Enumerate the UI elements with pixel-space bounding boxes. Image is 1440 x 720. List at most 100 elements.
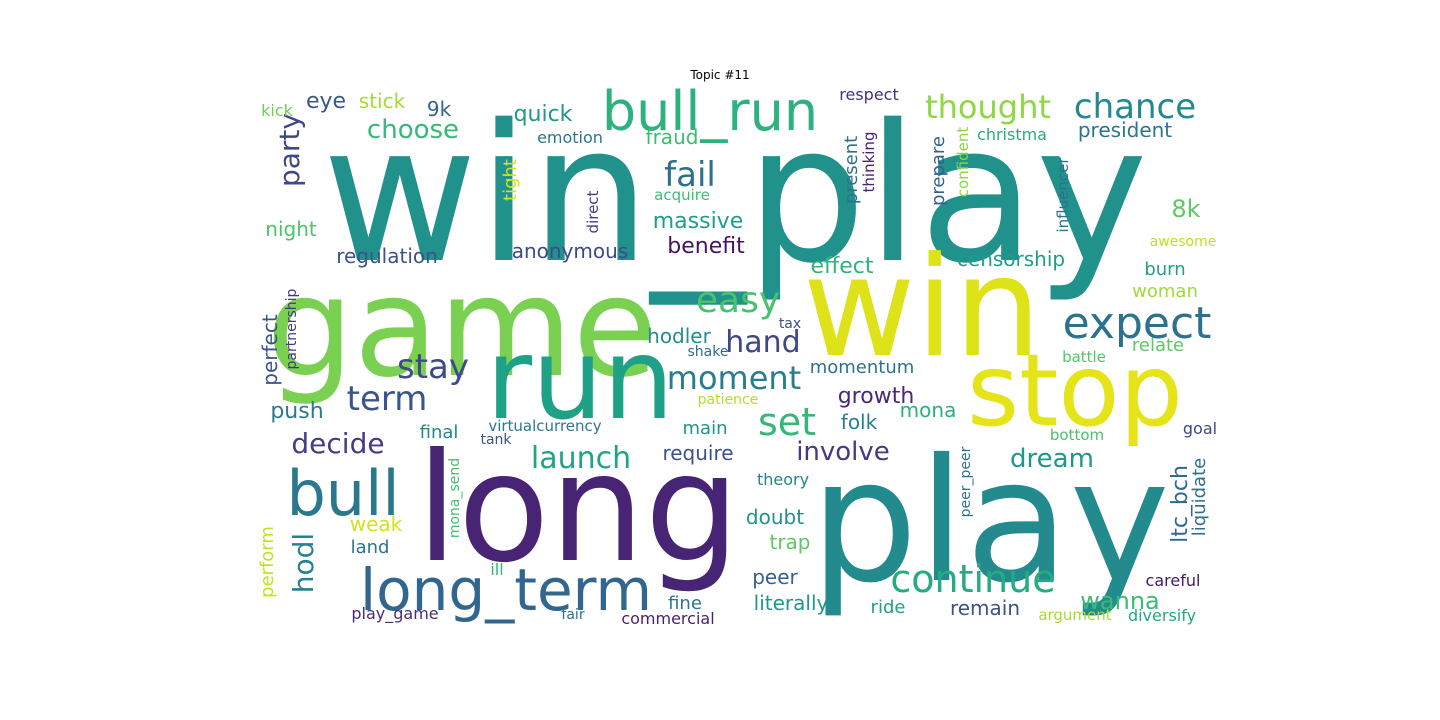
word-momentum: momentum xyxy=(810,357,915,378)
word-respect: respect xyxy=(839,85,898,104)
word-confident: confident xyxy=(954,127,972,198)
word-remain: remain xyxy=(950,596,1020,620)
word-ill: ill xyxy=(490,560,503,579)
word-term: term xyxy=(347,379,428,419)
word-commercial: commercial xyxy=(621,609,714,628)
word-chance: chance xyxy=(1074,87,1196,127)
word-diversify: diversify xyxy=(1128,606,1196,625)
word-launch: launch xyxy=(531,441,631,476)
word-eye: eye xyxy=(306,89,346,114)
word-influencer: influencer xyxy=(1054,157,1072,233)
word-continue: continue xyxy=(890,557,1055,601)
word-burn: burn xyxy=(1144,259,1185,280)
word-ltc-bch: ltc_bch xyxy=(1168,465,1193,543)
word-party: party xyxy=(273,113,306,187)
word-fine: fine xyxy=(668,593,702,614)
word-involve: involve xyxy=(796,437,890,467)
word-benefit: benefit xyxy=(667,234,745,259)
word-massive: massive xyxy=(653,209,744,234)
word-growth: growth xyxy=(838,384,915,409)
word-decide: decide xyxy=(291,427,384,460)
word-literally: literally xyxy=(754,591,829,615)
word-goal: goal xyxy=(1183,419,1217,438)
word-direct: direct xyxy=(584,190,602,233)
word-tank: tank xyxy=(480,432,512,448)
word-final: final xyxy=(420,422,459,443)
word-fail: fail xyxy=(664,155,716,195)
word-mona-send: mona_send xyxy=(447,458,463,538)
word-require: require xyxy=(662,441,733,465)
word-bottom: bottom xyxy=(1050,426,1104,444)
word-ride: ride xyxy=(871,597,906,618)
word-kick: kick xyxy=(261,101,294,120)
word-9k: 9k xyxy=(427,97,452,121)
word-acquire: acquire xyxy=(654,186,710,204)
word-peer-peer: peer_peer xyxy=(958,446,974,517)
word-partnership: partnership xyxy=(284,288,300,369)
word-tight: tight xyxy=(500,159,521,201)
word-relate: relate xyxy=(1132,335,1184,356)
word-8k: 8k xyxy=(1171,195,1200,223)
word-fraud: fraud xyxy=(646,125,699,149)
word-perfect: perfect xyxy=(258,314,282,386)
word-peer: peer xyxy=(752,565,798,589)
word-game: game xyxy=(266,247,658,408)
word-bull: bull xyxy=(286,457,399,530)
word-prepare: prepare xyxy=(928,136,949,206)
word-censorship: censorship xyxy=(957,247,1065,271)
word-woman: woman xyxy=(1132,281,1198,302)
word-play: play xyxy=(810,423,1170,621)
word-bull-run: bull_run xyxy=(602,80,818,143)
word-argument: argument xyxy=(1038,606,1111,624)
word-play-game: play_game xyxy=(351,604,438,624)
word-hodler: hodler xyxy=(647,324,711,348)
word-virtualcurrency: virtualcurrency xyxy=(488,417,601,435)
word-battle: battle xyxy=(1062,348,1106,366)
word-theory: theory xyxy=(757,470,809,489)
word-set: set xyxy=(758,400,816,444)
word-effect: effect xyxy=(811,254,874,279)
word-emotion: emotion xyxy=(537,128,603,147)
word-christma: christma xyxy=(977,125,1047,144)
word-hodl: hodl xyxy=(287,533,320,593)
word-moment: moment xyxy=(667,359,801,397)
word-folk: folk xyxy=(841,410,878,434)
word-shake: shake xyxy=(688,344,729,360)
word-main: main xyxy=(683,418,728,439)
word-choose: choose xyxy=(367,115,459,145)
word-patience: patience xyxy=(698,392,759,408)
word-long: long xyxy=(416,422,740,596)
word-expect: expect xyxy=(1063,298,1212,349)
word-wanna: wanna xyxy=(1080,587,1159,615)
word-easy: easy xyxy=(696,280,780,321)
word-present: present xyxy=(841,136,862,204)
word-win: win xyxy=(803,227,1042,388)
word-fair: fair xyxy=(561,607,584,623)
word-doubt: doubt xyxy=(746,505,804,529)
word-tax: tax xyxy=(779,316,801,332)
word-stick: stick xyxy=(359,89,406,113)
word-perform: perform xyxy=(257,526,278,598)
word-weak: weak xyxy=(350,512,403,536)
word-thought: thought xyxy=(925,88,1051,126)
word-trap: trap xyxy=(769,530,810,554)
word-mona: mona xyxy=(900,398,957,422)
word-thinking: thinking xyxy=(860,132,878,193)
word-awesome: awesome xyxy=(1150,234,1217,250)
word-hand: hand xyxy=(725,325,800,360)
word-long-term: long_term xyxy=(360,556,652,624)
word-stop: stop xyxy=(967,332,1183,449)
word-liquidate: liquidate xyxy=(1189,458,1210,536)
chart-title: Topic #11 xyxy=(690,68,750,82)
word-regulation: regulation xyxy=(336,244,438,268)
word-night: night xyxy=(265,217,317,241)
word-run: run xyxy=(486,315,674,445)
word-anonymous: anonymous xyxy=(512,239,629,263)
word-stay: stay xyxy=(397,347,469,387)
word-push: push xyxy=(270,399,323,424)
word-win-play: win_play xyxy=(322,84,1148,305)
word-dream: dream xyxy=(1010,444,1094,474)
word-careful: careful xyxy=(1146,571,1201,590)
word-president: president xyxy=(1078,118,1172,142)
